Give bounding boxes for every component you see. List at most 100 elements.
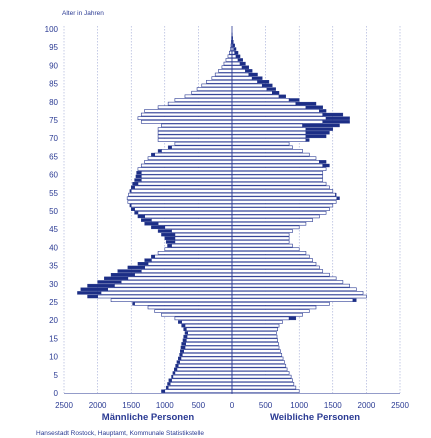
male-surplus-bar xyxy=(136,171,142,175)
male-bar xyxy=(186,327,233,332)
female-bar xyxy=(231,98,290,102)
male-bar xyxy=(174,236,233,241)
male-surplus-bar xyxy=(132,302,135,306)
male-bar xyxy=(144,265,233,270)
female-surplus-bar xyxy=(336,196,340,200)
y-tick-label: 100 xyxy=(45,25,59,34)
male-bar xyxy=(134,185,233,190)
male-surplus-bar xyxy=(161,232,176,237)
male-surplus-bar xyxy=(165,240,176,244)
male-bar xyxy=(218,69,233,73)
male-bar xyxy=(181,320,233,324)
female-surplus-bar xyxy=(322,112,344,117)
y-tick-label: 5 xyxy=(54,371,59,380)
male-surplus-bar xyxy=(135,174,142,179)
male-bar xyxy=(127,200,233,204)
male-surplus-bar xyxy=(181,323,186,328)
female-bar xyxy=(231,123,303,128)
male-bar xyxy=(114,283,233,288)
female-bar xyxy=(231,174,324,179)
y-tick-label: 70 xyxy=(49,134,58,143)
female-bar xyxy=(231,251,307,255)
male-bar xyxy=(184,94,233,99)
female-bar xyxy=(231,163,324,168)
male-bar xyxy=(164,225,233,230)
male-bar xyxy=(134,272,233,277)
x-axis-title-male: Männliche Personen xyxy=(102,412,195,423)
female-bar xyxy=(231,181,327,186)
female-bar xyxy=(231,116,327,120)
female-bar xyxy=(231,58,239,62)
female-bar xyxy=(231,258,313,262)
male-bar xyxy=(171,229,233,233)
male-bar xyxy=(100,291,233,295)
female-bar xyxy=(231,170,324,175)
male-bar xyxy=(174,371,233,375)
male-surplus-bar xyxy=(161,389,166,393)
male-bar xyxy=(171,378,233,383)
male-surplus-bar xyxy=(175,364,179,368)
female-bar xyxy=(231,371,290,375)
x-axis-title-female: Weibliche Personen xyxy=(270,412,360,423)
female-bar xyxy=(231,334,278,339)
y-tick-label: 50 xyxy=(49,207,58,216)
male-bar xyxy=(97,294,233,299)
female-bar xyxy=(231,323,280,328)
female-bar xyxy=(231,232,290,237)
male-surplus-bar xyxy=(181,342,186,346)
male-bar xyxy=(174,240,233,244)
female-bar xyxy=(231,342,279,346)
female-surplus-bar xyxy=(288,316,297,321)
male-surplus-bar xyxy=(178,356,182,361)
male-bar xyxy=(154,152,233,157)
female-bar xyxy=(231,127,307,131)
female-surplus-bar xyxy=(237,58,243,62)
female-surplus-bar xyxy=(322,163,330,168)
male-surplus-bar xyxy=(87,283,115,288)
x-tick-label: 2500 xyxy=(391,401,409,410)
y-tick-label: 40 xyxy=(49,243,58,252)
female-bar xyxy=(231,349,281,353)
female-bar xyxy=(231,76,253,80)
female-bar xyxy=(231,276,337,281)
male-surplus-bar xyxy=(97,280,122,284)
male-bar xyxy=(147,305,233,310)
y-tick-label: 35 xyxy=(49,262,58,271)
female-bar xyxy=(231,360,285,364)
female-bar xyxy=(231,90,273,95)
x-tick-label: 2000 xyxy=(89,401,107,410)
female-bar xyxy=(231,134,307,139)
female-bar xyxy=(231,327,278,332)
female-bar xyxy=(231,145,293,150)
male-bar xyxy=(176,367,233,372)
y-tick-label: 80 xyxy=(49,98,58,107)
male-surplus-bar xyxy=(87,294,98,299)
male-surplus-bar xyxy=(184,331,188,335)
female-bar xyxy=(231,61,241,66)
male-surplus-bar xyxy=(167,382,171,386)
female-bar xyxy=(231,352,283,357)
male-bar xyxy=(229,50,233,55)
male-surplus-bar xyxy=(178,320,182,324)
female-bar xyxy=(231,298,354,302)
male-bar xyxy=(110,298,233,302)
female-surplus-bar xyxy=(278,94,286,99)
male-bar xyxy=(167,101,233,106)
male-bar xyxy=(161,149,233,153)
male-surplus-bar xyxy=(157,229,172,233)
female-bar xyxy=(231,211,327,215)
x-tick-label: 0 xyxy=(230,401,235,410)
male-bar xyxy=(130,189,233,193)
male-bar xyxy=(196,87,233,91)
male-bar xyxy=(137,181,233,186)
female-bar xyxy=(231,385,297,390)
female-surplus-bar xyxy=(302,123,340,128)
female-bar xyxy=(231,167,327,171)
male-surplus-bar xyxy=(176,360,180,364)
male-bar xyxy=(140,174,233,179)
female-bar xyxy=(231,272,330,277)
y-tick-label: 20 xyxy=(49,316,58,325)
male-bar xyxy=(179,360,233,364)
female-surplus-bar xyxy=(295,101,317,106)
